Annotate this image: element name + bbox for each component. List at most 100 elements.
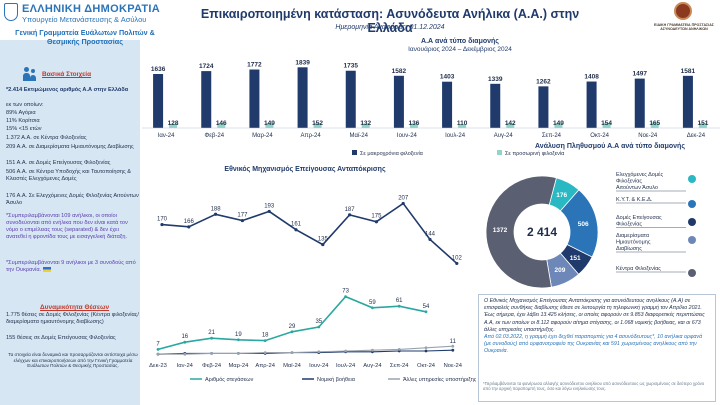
emergency-point: [267, 209, 271, 214]
bar-value-label: 1408: [584, 74, 599, 81]
emergency-point: [401, 201, 405, 206]
x-tick-label: Αυγ-24: [494, 133, 514, 139]
referral-value-label: 19: [235, 332, 242, 338]
bar-longterm: [538, 86, 549, 128]
bar-value-label: 1724: [199, 63, 214, 70]
referrals-line-chart: 7 16 21 19 18 29 35 73 59 61 54 11 Δεκ-23 Ιαν-24 Φεβ-2…: [149, 289, 476, 383]
donut-legend-dot: [688, 236, 696, 244]
ministry-name: Υπουργείο Μετανάστευσης & Ασύλου: [22, 15, 147, 24]
referral-point: [424, 346, 428, 350]
x-tick-label: Μαϊ-24: [283, 363, 302, 369]
emergency-stat: 151 Α.Α. σε Δομές Επείγουσας Φιλοξενίας: [6, 160, 111, 166]
donut-center-total: 2 414: [527, 225, 557, 239]
emergency-point: [160, 222, 164, 227]
emergency-value-label: 188: [211, 206, 222, 212]
bar-value-label: 146: [216, 120, 227, 127]
gov-name: ΕΛΛΗΝΙΚΗ ΔΗΜΟΚΡΑΤΙΑ: [22, 3, 160, 15]
donut-slice: [485, 175, 557, 289]
left-panel: [0, 40, 140, 405]
emergency-point: [455, 261, 459, 266]
legend-label: Αριθμός στεγάσεων: [205, 376, 254, 383]
legend-label: Σε προσωρινή φιλοξενία: [505, 150, 565, 157]
bar-value-label: 142: [505, 120, 516, 127]
apartments-stat: 209 Α.Α. σε Διαμερίσματα Ημιαυτόνομης Δι…: [6, 144, 134, 150]
x-tick-label: Μαρ-24: [228, 363, 249, 369]
bar-longterm: [297, 67, 308, 128]
bar-longterm: [586, 81, 597, 128]
page-title: Επικαιροποιημένη κατάσταση: Ασυνόδευτα Α…: [200, 7, 580, 35]
x-tick-label: Μαρ-24: [252, 133, 273, 139]
bar-temporary: [554, 123, 563, 128]
referral-point: [317, 325, 321, 329]
emergency-value-label: 102: [452, 255, 463, 261]
ukraine-flag-icon: [43, 267, 52, 273]
x-tick-label: Ιαν-24: [158, 133, 175, 139]
donut-legend-label: Κ.Υ.Τ. & Κ.Ε.Δ.: [616, 197, 653, 203]
bar-value-label: 136: [408, 120, 419, 127]
bar-temporary: [506, 123, 515, 128]
emergency-value-label: 187: [345, 207, 356, 213]
emergency-value-label: 166: [184, 219, 195, 225]
bar-value-label: 1339: [488, 76, 503, 83]
report-date: Ημερομηνία Αναφοράς: 01.12.2024: [335, 24, 445, 31]
referral-point: [344, 349, 347, 353]
referral-value-label: 29: [289, 324, 296, 330]
emergency-point: [348, 213, 352, 217]
capacity-shelters: 1.775 θέσεις σε Δομές Φιλοξενίας (Κέντρα…: [6, 312, 139, 325]
emergency-value-label: 175: [371, 214, 382, 220]
referral-point: [237, 352, 240, 355]
donut-legend-label: Κέντρα Φιλοξενίας: [616, 265, 661, 272]
referral-point: [451, 348, 455, 352]
government-logo: ΕΛΛΗΝΙΚΗ ΔΗΜΟΚΡΑΤΙΑ Υπουργείο Μετανάστευ…: [4, 3, 204, 25]
emergency-point: [321, 242, 325, 247]
line-chart-title: Εθνικός Μηχανισμός Επείγουσας Ανταπόκρισ…: [224, 166, 386, 173]
donut-legend-label: Ελεγχόμενες Δομές Φιλοξενίας Αιτούντων Άσυ…: [616, 171, 663, 191]
referral-point: [263, 351, 267, 354]
referral-value-label: 61: [396, 298, 403, 304]
legend-swatch: [352, 150, 357, 155]
secretariat-logo-text: ΕΙΔΙΚΗ ΓΡΑΜΜΑΤΕΙΑ ΠΡΟΣΤΑΣΙΑΣ ΑΣΥΝΟΔΕΥΤΩΝ…: [654, 23, 714, 32]
bar-value-label: 1636: [151, 66, 166, 73]
x-tick-label: Ιουν-24: [309, 363, 329, 369]
emergency-value-label: 207: [398, 195, 409, 201]
bar-value-label: 132: [360, 120, 371, 127]
referral-point: [210, 336, 213, 340]
emergency-series-line: [161, 202, 458, 265]
bar-value-label: 128: [168, 120, 179, 127]
referral-value-label: 16: [181, 334, 188, 340]
referral-value-label: 18: [262, 333, 269, 339]
bar-value-label: 1839: [295, 59, 310, 66]
header: ΕΛΛΗΝΙΚΗ ΔΗΜΟΚΡΑΤΙΑ Υπουργείο Μετανάστευ…: [0, 0, 720, 40]
referral-point: [397, 304, 401, 308]
bar-value-label: 151: [697, 120, 708, 127]
referral-value-label: 11: [450, 339, 457, 345]
emergency-value-label: 161: [291, 222, 302, 228]
referral-value-label: 35: [315, 319, 322, 325]
info-paragraph-1: Ο Εθνικός Μηχανισμός Επείγουσας Ανταπόκρ…: [484, 298, 705, 333]
referral-point: [371, 306, 374, 310]
donut-legend-dot: [688, 175, 696, 183]
emergency-point: [187, 225, 191, 229]
bar-value-label: 1582: [392, 68, 407, 75]
x-tick-label: Δεκ-24: [687, 133, 706, 139]
referral-point: [424, 349, 428, 353]
safe-zones-stat: 176 Α.Α. Σε Ελεγχόμενες Δομές Φιλοξενίας…: [6, 193, 139, 206]
bar-longterm: [490, 83, 501, 128]
x-tick-label: Μαϊ-24: [350, 133, 369, 139]
referral-point: [183, 352, 187, 356]
emergency-point: [240, 218, 244, 223]
referral-point: [210, 352, 213, 355]
referral-point: [451, 344, 455, 348]
bar-longterm: [345, 70, 356, 128]
referral-point: [156, 352, 160, 356]
legend-label: Σε μακροχρόνια φιλοξενία: [360, 150, 424, 157]
x-tick-label: Σεπ-24: [542, 133, 562, 139]
bar-value-label: 1497: [633, 71, 648, 78]
bar-chart-subtitle: Ιανουάριος 2024 – Δεκέμβριος 2024: [408, 46, 512, 53]
x-tick-label: Δεκ-23: [149, 363, 167, 369]
referral-point: [397, 348, 401, 351]
capacity-title: Δυναμικότητα Θέσεων: [40, 304, 110, 311]
legend-label: Νομική βοήθεια: [317, 376, 356, 383]
x-tick-label: Ιουλ-24: [445, 133, 466, 139]
referral-series-line: [158, 345, 453, 355]
